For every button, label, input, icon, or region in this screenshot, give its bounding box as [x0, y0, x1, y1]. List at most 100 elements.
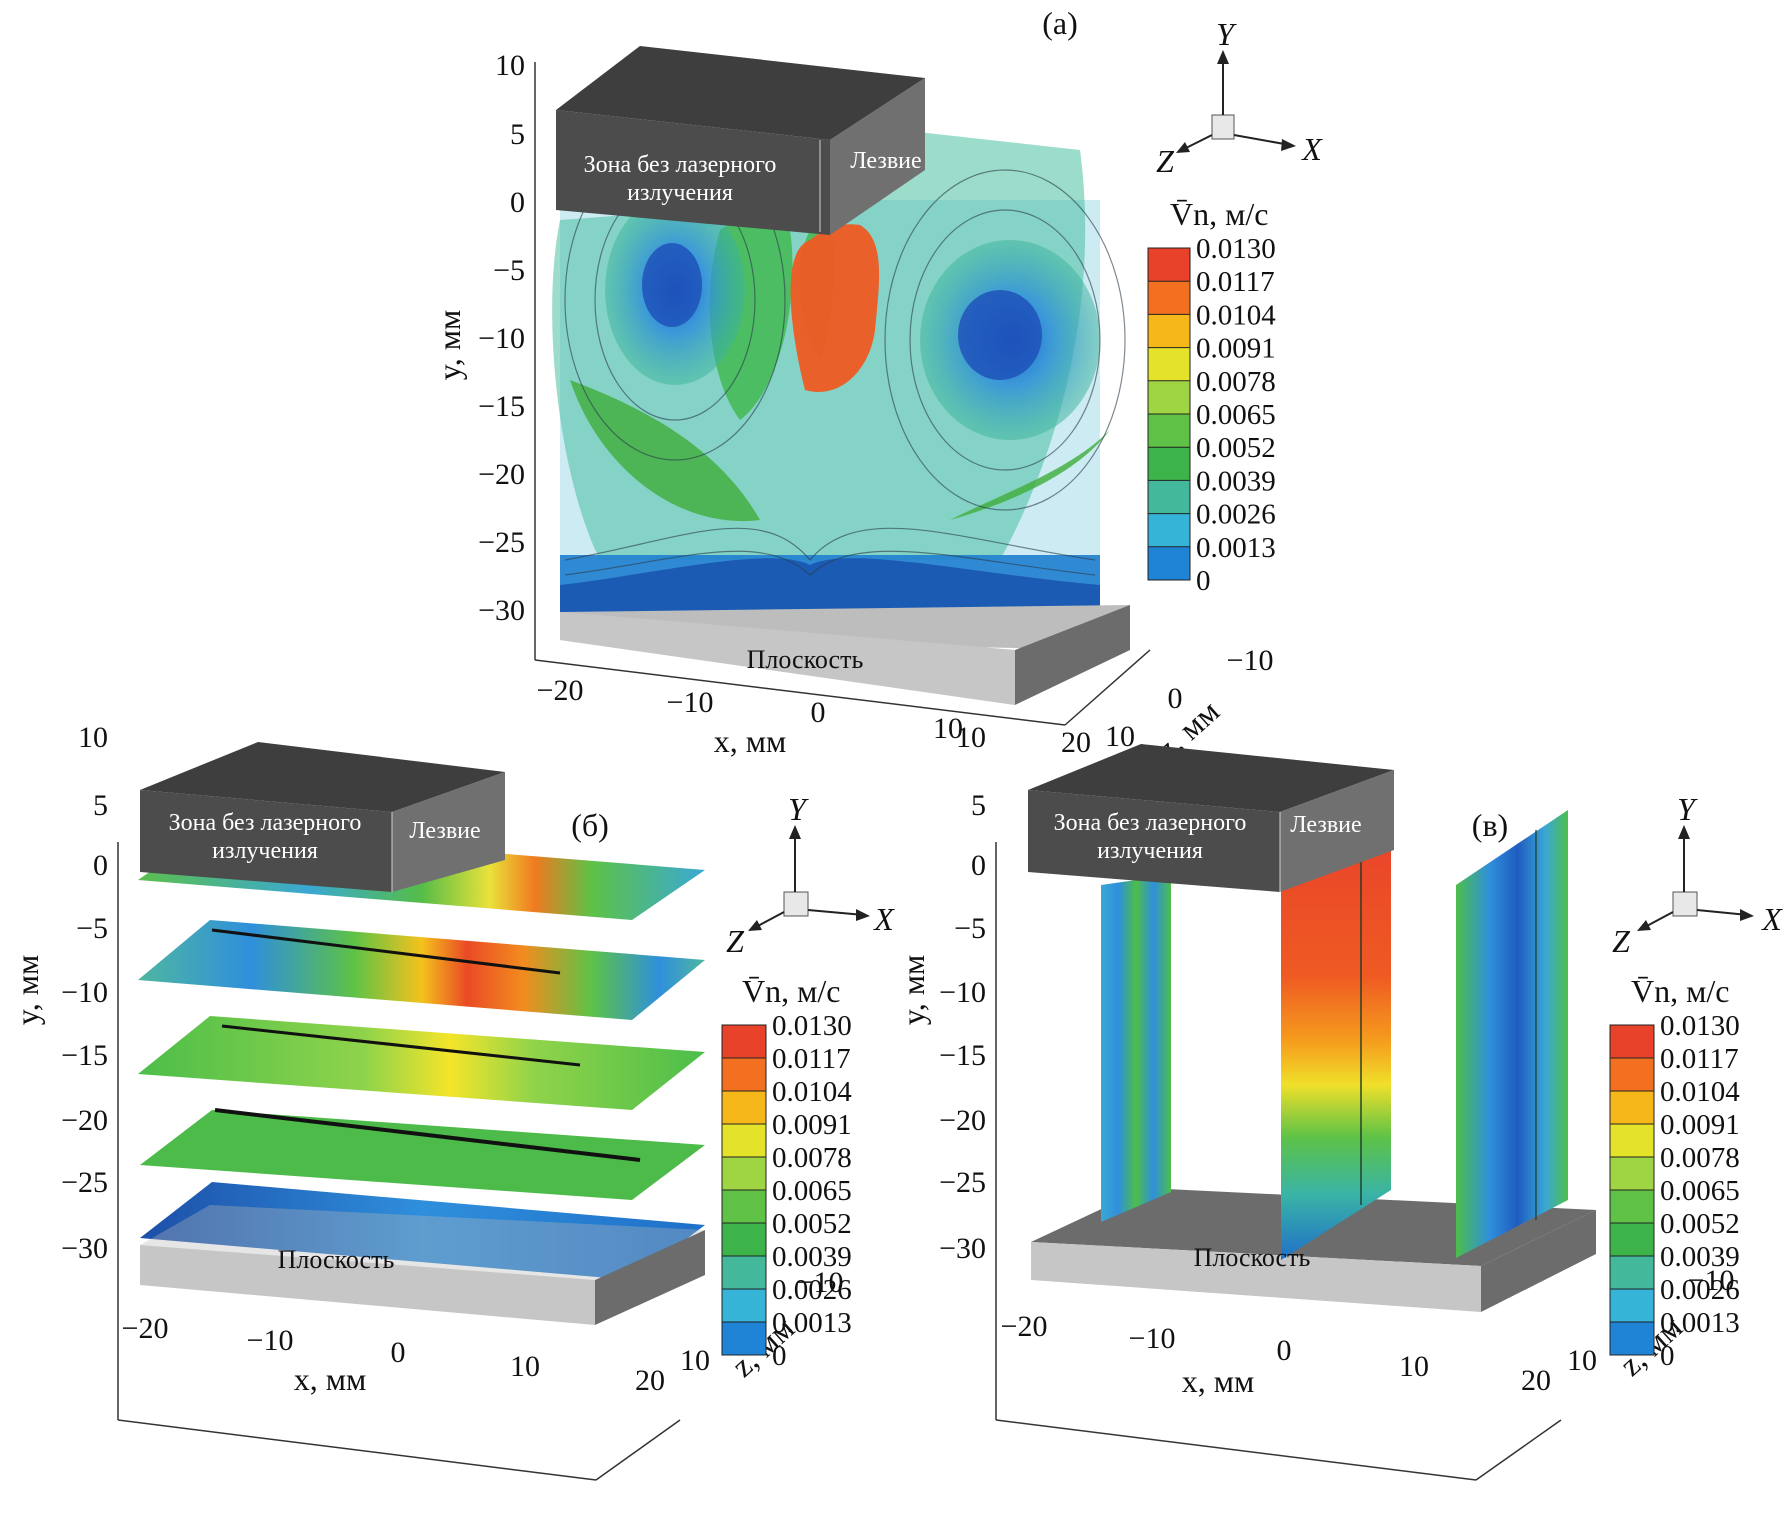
panel-a-top-box — [556, 46, 925, 235]
colorbar-band — [722, 1322, 766, 1356]
panel-c-floor-plate — [1031, 1188, 1596, 1312]
colorbar-band — [1148, 513, 1190, 548]
colorbar-tick-label: 0.0091 — [1196, 333, 1276, 365]
z-tick: 10 — [1567, 1344, 1597, 1377]
colorbar-tick-label: 0.0091 — [772, 1109, 852, 1141]
colorbar-tick-label: 0.0078 — [1196, 366, 1276, 398]
y-tick: 10 — [956, 721, 986, 754]
panel-b-blade-text: Лезвие — [409, 818, 480, 844]
panel-a-floor-label: Плоскость — [747, 645, 864, 674]
colorbar-tick-label: 0.0013 — [1196, 532, 1276, 564]
colorbar-band — [722, 1190, 766, 1224]
panel-b-y-ticks: 10 5 0 −5 −10 −15 −20 −25 −30 — [61, 721, 108, 1265]
colorbar-tick-label: 0.0039 — [1660, 1241, 1740, 1273]
panel-c-walls — [1101, 810, 1568, 1260]
colorbar-tick-label: 0.0052 — [772, 1208, 852, 1240]
panel-b-x-ticks: −20 −10 0 10 20 — [122, 1312, 665, 1397]
colorbar-tick-label: 0.0117 — [1196, 266, 1275, 298]
panel-c-axis-triad — [1637, 825, 1754, 931]
y-tick: −10 — [478, 322, 525, 355]
colorbar-tick-label: 0.0026 — [772, 1274, 852, 1306]
colorbar-tick-label: 0.0130 — [772, 1010, 852, 1042]
panel-b-floor-label: Плоскость — [278, 1245, 395, 1274]
panel-a: Плоскость Зона без лазерного излучения Л… — [431, 5, 1323, 767]
z-tick: 10 — [1105, 720, 1135, 753]
y-tick: −20 — [478, 458, 525, 491]
colorbar-tick-label: 0.0078 — [1660, 1142, 1740, 1174]
colorbar-band — [1610, 1124, 1654, 1158]
colorbar-band — [1610, 1289, 1654, 1323]
panel-b-label: (б) — [571, 807, 609, 843]
panel-b-figure: Плоскость Зона без лазерного излучения Л… — [9, 721, 895, 1481]
panel-a-flow-volume — [552, 130, 1126, 620]
z-tick: −10 — [1688, 1264, 1735, 1297]
y-tick: 10 — [78, 721, 108, 754]
x-tick: −20 — [537, 674, 584, 707]
panel-a-x-ticks: −20 −10 0 10 20 — [537, 674, 1091, 759]
colorbar-band — [1148, 480, 1190, 515]
x-tick: 0 — [391, 1336, 406, 1369]
panel-c-triad-x: X — [1760, 901, 1783, 937]
y-tick: 5 — [93, 789, 108, 822]
y-tick: −5 — [493, 254, 525, 287]
colorbar-tick-label: 0.0130 — [1660, 1010, 1740, 1042]
colorbar-band — [1610, 1190, 1654, 1224]
colorbar-tick-label: 0.0104 — [772, 1076, 852, 1108]
x-tick: 0 — [1277, 1334, 1292, 1367]
x-tick: −10 — [247, 1324, 294, 1357]
panel-a-triad-z: Z — [1156, 143, 1175, 179]
panel-c: Плоскость Зона без лазерного излучения Л… — [895, 721, 1792, 1536]
x-tick: 10 — [1399, 1350, 1429, 1383]
panel-a-blade-text: Лезвие — [850, 148, 921, 174]
slice-y-8 — [138, 920, 705, 1020]
colorbar-band — [1610, 1091, 1654, 1125]
y-tick: −25 — [61, 1166, 108, 1199]
slice-y-28 — [140, 1182, 705, 1280]
colorbar-band — [1148, 347, 1190, 382]
x-tick: −10 — [1129, 1322, 1176, 1355]
colorbar-band — [1148, 546, 1190, 581]
panel-c-triad-z: Z — [1612, 923, 1631, 959]
x-tick: 20 — [1061, 726, 1091, 759]
wall-right — [1456, 810, 1568, 1258]
colorbar-band — [1148, 281, 1190, 315]
panel-a-label: (a) — [1042, 5, 1078, 41]
x-tick: 20 — [635, 1364, 665, 1397]
panel-a-zone-text-line1: Зона без лазерного — [584, 152, 777, 178]
y-tick: −30 — [478, 594, 525, 627]
colorbar-tick-label: 0 — [1196, 565, 1211, 597]
panel-a-floor-plate — [560, 605, 1130, 705]
z-tick: 10 — [680, 1344, 710, 1377]
panel-c-top-box — [1028, 744, 1394, 892]
panel-b-x-axis-label: x, мм — [294, 1361, 367, 1397]
panel-c-blade-text: Лезвие — [1290, 812, 1361, 838]
colorbar-band — [1148, 414, 1190, 448]
colorbar-band — [722, 1223, 766, 1257]
panel-a-y-axis-label: y, мм — [431, 310, 467, 380]
panel-b-top-box — [140, 742, 505, 892]
wall-middle — [1281, 822, 1391, 1260]
colorbar-tick-label: 0.0078 — [772, 1142, 852, 1174]
y-tick: −15 — [61, 1039, 108, 1072]
colorbar-band — [1610, 1322, 1654, 1356]
y-tick: −10 — [61, 976, 108, 1009]
y-tick: −25 — [478, 526, 525, 559]
colorbar-band — [722, 1157, 766, 1191]
panel-a-z-ticks: −10 0 10 — [1105, 644, 1273, 753]
y-tick: −25 — [939, 1166, 986, 1199]
y-tick: −15 — [939, 1039, 986, 1072]
colorbar-tick-label: 0.0104 — [1196, 299, 1276, 331]
z-tick: −10 — [797, 1266, 844, 1299]
y-tick: −10 — [939, 976, 986, 1009]
panel-c-figure: Плоскость Зона без лазерного излучения Л… — [895, 721, 1783, 1481]
y-tick: −20 — [939, 1104, 986, 1137]
colorbar-band — [722, 1058, 766, 1092]
panel-c-label: (в) — [1472, 807, 1508, 843]
y-tick: −30 — [939, 1232, 986, 1265]
y-tick: −30 — [61, 1232, 108, 1265]
panel-a-figure: Плоскость Зона без лазерного излучения Л… — [431, 5, 1323, 767]
y-tick: −20 — [61, 1104, 108, 1137]
panel-a-colorbar-title: V̄n, м/с — [1170, 196, 1268, 232]
colorbar-tick-label: 0.0065 — [1196, 399, 1276, 431]
colorbar-tick-label: 0.0091 — [1660, 1109, 1740, 1141]
